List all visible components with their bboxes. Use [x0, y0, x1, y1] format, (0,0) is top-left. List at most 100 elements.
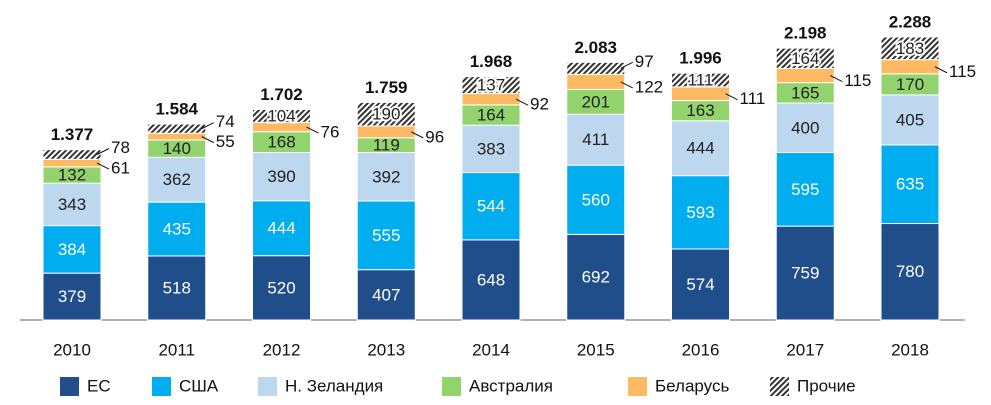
bar-segment	[147, 123, 207, 134]
x-tick-label: 2015	[577, 340, 615, 359]
legend-swatch	[152, 377, 171, 396]
value-label: 201	[582, 92, 610, 111]
bar-segment	[880, 36, 940, 61]
bar-segment	[671, 175, 730, 250]
value-label: 115	[844, 71, 871, 90]
legend-label: Австралия	[469, 376, 553, 395]
bar-segment	[356, 200, 416, 271]
bar-segment	[775, 152, 835, 227]
value-label: 55	[216, 132, 235, 151]
value-label: 518	[163, 278, 191, 297]
bar-segment	[461, 172, 521, 241]
value-label: 635	[896, 175, 924, 194]
bar-segment	[461, 93, 521, 106]
total-label: 1.702	[260, 85, 303, 104]
legend-swatch	[60, 377, 79, 396]
value-label: 96	[425, 127, 444, 146]
leader-line	[201, 122, 214, 130]
legend-label: Беларусь	[655, 376, 729, 395]
value-label: 170	[896, 75, 924, 94]
value-label: 444	[267, 219, 295, 238]
value-label: 390	[267, 167, 295, 186]
value-label: 74	[216, 112, 235, 131]
x-tick-label: 2014	[472, 340, 510, 359]
bar-segment	[775, 225, 835, 321]
total-label: 1.996	[679, 49, 722, 68]
bar-segment	[42, 225, 102, 274]
value-label: 122	[635, 77, 663, 96]
value-label: 190	[372, 105, 400, 124]
total-label: 1.968	[470, 52, 513, 71]
bar-segment	[671, 120, 730, 177]
bar-segment	[42, 272, 102, 321]
bar-segment	[775, 67, 835, 84]
x-tick-label: 2010	[53, 340, 91, 359]
total-label: 2.083	[574, 38, 617, 57]
bar-segment	[566, 61, 626, 75]
value-label: 780	[896, 262, 924, 281]
bar-segment	[356, 125, 416, 139]
value-label: 405	[896, 110, 924, 129]
value-label: 97	[635, 52, 654, 71]
value-label: 392	[372, 167, 400, 186]
legend-label: США	[179, 376, 219, 395]
value-label: 164	[791, 49, 819, 68]
value-label: 400	[791, 118, 819, 137]
bar-segment	[671, 72, 730, 88]
total-label: 1.759	[365, 78, 408, 97]
value-label: 104	[267, 106, 295, 125]
bar-segment	[147, 132, 207, 141]
value-label: 595	[791, 180, 819, 199]
value-label: 692	[582, 268, 610, 287]
value-label: 168	[267, 133, 295, 152]
total-label: 1.377	[51, 125, 94, 144]
legend-swatch	[770, 377, 789, 396]
value-label: 759	[791, 264, 819, 283]
value-label: 544	[477, 197, 505, 216]
bar-segment	[775, 102, 835, 154]
x-tick-label: 2016	[682, 340, 720, 359]
leader-line	[620, 61, 633, 69]
leader-line	[201, 136, 214, 144]
value-label: 574	[686, 275, 714, 294]
bar-segment	[461, 76, 521, 95]
x-tick-label: 2017	[786, 340, 824, 359]
value-label: 555	[372, 226, 400, 245]
value-label: 384	[58, 240, 86, 259]
legend-swatch	[442, 377, 461, 396]
value-label: 140	[163, 139, 191, 158]
bar-segment	[880, 59, 940, 75]
value-label: 520	[267, 278, 295, 297]
legend-label: ЕС	[87, 376, 111, 395]
bar-segment	[566, 164, 626, 235]
bar-segment	[42, 149, 102, 160]
value-label: 362	[163, 170, 191, 189]
total-label: 1.584	[155, 100, 198, 119]
legend-swatch	[258, 377, 277, 396]
leader-line	[830, 75, 843, 82]
leader-line	[515, 98, 529, 106]
x-tick-label: 2013	[367, 340, 405, 359]
bar-segment	[461, 239, 521, 321]
value-label: 648	[477, 270, 505, 289]
value-label: 444	[686, 139, 714, 158]
bar-segment	[775, 47, 835, 69]
bar-segment	[147, 156, 207, 203]
bar-segment	[252, 152, 311, 202]
value-label: 119	[373, 136, 400, 155]
bar-segment	[42, 158, 102, 168]
bar-segment	[566, 88, 626, 115]
leader-line	[620, 81, 633, 89]
value-label: 411	[582, 130, 609, 149]
total-label: 2.198	[784, 24, 827, 43]
leader-line	[725, 93, 738, 101]
legend-swatch	[628, 377, 647, 396]
leader-line	[96, 162, 110, 170]
value-label: 132	[58, 166, 86, 185]
bar-segment	[461, 124, 521, 174]
leader-line	[411, 131, 424, 139]
bar-segment	[252, 108, 311, 123]
value-label: 593	[686, 203, 714, 222]
value-label: 343	[58, 195, 86, 214]
